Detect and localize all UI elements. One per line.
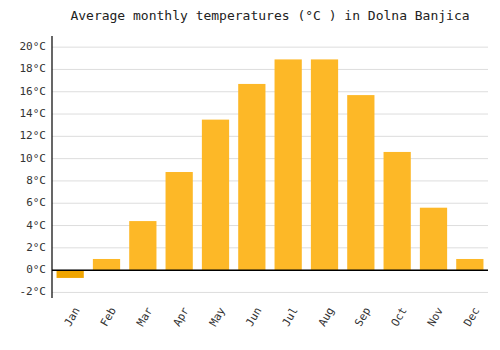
y-tick-label: 2°C [26, 241, 46, 254]
y-tick-label: 16°C [20, 85, 47, 98]
grid-line [52, 91, 488, 92]
y-axis: -2°C 0°C 2°C 4°C 6°C 8°C 10°C 12°C 14°C 16°C 18°C 2… [20, 40, 47, 298]
x-tick-label: Sep [352, 305, 373, 329]
y-tick-label: 0°C [26, 263, 46, 276]
grid-line [52, 180, 488, 181]
x-axis: Jan Feb Mar Apr May Jun Jul Aug Sep Oct Nov Dec [61, 305, 482, 329]
bar [129, 221, 156, 270]
y-tick-label: 20°C [20, 40, 47, 53]
grid-line [52, 158, 488, 159]
x-tick-label: Feb [98, 305, 119, 329]
grid-line [52, 292, 488, 293]
bar [93, 259, 120, 270]
bar [384, 152, 411, 270]
y-tick-label: 8°C [26, 174, 46, 187]
title: Average monthly temperatures (°C ) in Do… [70, 8, 469, 23]
y-tick-label: 18°C [20, 62, 47, 75]
x-tick-label: May [207, 305, 228, 329]
bar [275, 59, 302, 270]
zero-line [52, 269, 488, 271]
y-axis-line [51, 36, 52, 298]
x-tick-label: Aug [316, 305, 337, 329]
grid-line [52, 69, 488, 70]
bar [202, 120, 229, 271]
bar [166, 172, 193, 270]
chart: -2°C 0°C 2°C 4°C 6°C 8°C 10°C 12°C 14°C 16°C 18°C 2… [0, 0, 500, 350]
y-tick-label: 12°C [20, 129, 47, 142]
y-tick-label: -2°C [20, 285, 47, 298]
x-tick-label: Oct [388, 305, 409, 329]
grid-line [52, 270, 488, 271]
x-tick-label: Apr [170, 305, 191, 329]
bar [347, 95, 374, 270]
grid-line [52, 136, 488, 137]
bar [456, 259, 483, 270]
x-tick-label: Mar [134, 305, 155, 329]
x-tick-label: Nov [425, 305, 446, 329]
grid [52, 47, 488, 292]
bar [420, 208, 447, 270]
x-tick-label: Jul [279, 305, 300, 329]
grid-line [52, 114, 488, 115]
bar [238, 84, 265, 270]
bars [57, 59, 484, 278]
grid-line [52, 47, 488, 48]
y-tick-label: 14°C [20, 107, 47, 120]
grid-line [52, 203, 488, 204]
y-tick-label: 6°C [26, 196, 46, 209]
x-tick-label: Jun [243, 305, 264, 329]
y-tick-label: 4°C [26, 219, 46, 232]
bar [57, 270, 84, 278]
x-tick-label: Jan [61, 305, 82, 329]
y-tick-label: 10°C [20, 152, 47, 165]
x-tick-label: Dec [461, 305, 482, 329]
bar [311, 59, 338, 270]
